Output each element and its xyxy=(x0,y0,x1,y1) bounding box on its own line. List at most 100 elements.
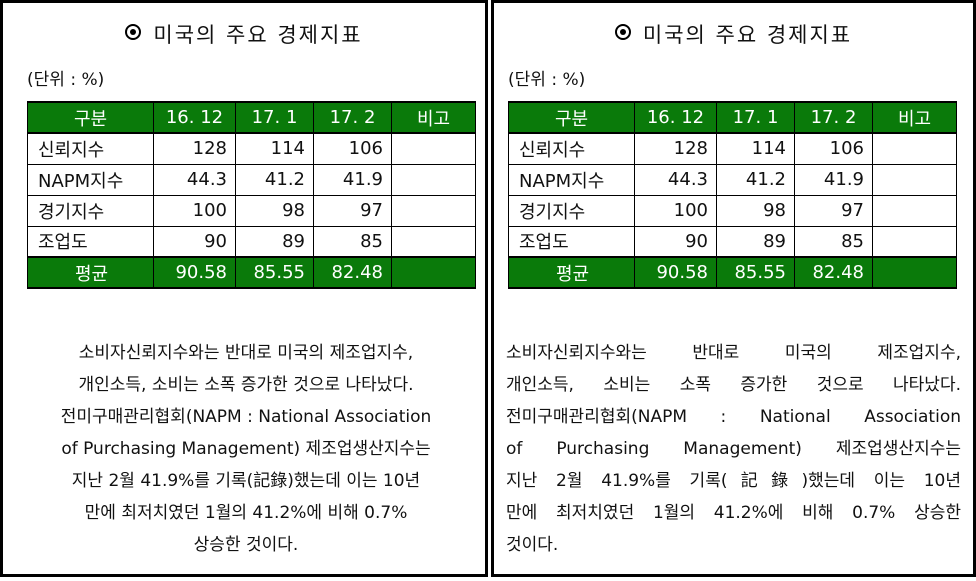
paragraph-line: 전미구매관리협회(NAPM : National Association xyxy=(506,407,961,427)
table-row: 신뢰지수 128 114 106 xyxy=(508,133,957,165)
table-cell: 89 xyxy=(716,226,795,258)
header-cell: 16. 12 xyxy=(153,101,236,134)
paragraph-line: 개인소득, 소비는 소폭 증가한 것으로 나타났다. xyxy=(78,375,414,395)
panel-title: 미국의 주요 경제지표 xyxy=(3,19,485,49)
table-cell: 41.9 xyxy=(313,164,392,196)
table-row: 조업도 90 89 85 xyxy=(508,226,957,258)
remark-cell xyxy=(391,195,476,227)
header-cell: 비고 xyxy=(391,101,476,134)
remark-cell xyxy=(872,195,957,227)
header-cell: 비고 xyxy=(872,101,957,134)
table-cell: 98 xyxy=(235,195,314,227)
average-label: 평균 xyxy=(508,256,635,289)
row-label: NAPM지수 xyxy=(508,164,635,196)
paragraph-line: 소비자신뢰지수와는 반대로 미국의 제조업지수, xyxy=(78,343,414,363)
table-row: 신뢰지수 128 114 106 xyxy=(27,133,476,165)
table-row: 경기지수 100 98 97 xyxy=(508,195,957,227)
table-cell: 97 xyxy=(313,195,392,227)
paragraph-line: 만에 최저치였던 1월의 41.2%에 비해 0.7% xyxy=(84,503,408,523)
paragraph-line: 상승한 것이다. xyxy=(193,535,299,555)
row-label: 조업도 xyxy=(508,226,635,258)
paragraph-line: 전미구매관리협회(NAPM : National Association xyxy=(60,407,432,427)
unit-label: (단위 : %) xyxy=(27,70,105,90)
header-cell: 17. 1 xyxy=(716,101,795,134)
header-cell: 17. 2 xyxy=(794,101,873,134)
average-remark-cell xyxy=(872,256,957,289)
paragraph-line: 지난 2월 41.9%를 기록(記錄)했는데 이는 10년 xyxy=(506,471,961,491)
circle-dot-icon xyxy=(125,24,142,40)
average-cell: 90.58 xyxy=(153,256,236,289)
left-panel: 미국의 주요 경제지표 (단위 : %) 구분 16. 12 17. 1 17.… xyxy=(0,0,488,577)
panel-title: 미국의 주요 경제지표 xyxy=(494,19,973,49)
table-cell: 44.3 xyxy=(634,164,717,196)
table-header-row: 구분 16. 12 17. 1 17. 2 비고 xyxy=(27,101,476,134)
remark-cell xyxy=(391,226,476,258)
table-cell: 41.2 xyxy=(235,164,314,196)
title-text: 미국의 주요 경제지표 xyxy=(153,23,363,47)
table-cell: 90 xyxy=(634,226,717,258)
description-paragraph: 소비자신뢰지수와는 반대로 미국의 제조업지수, 개인소득, 소비는 소폭 증가… xyxy=(17,337,475,561)
average-cell: 82.48 xyxy=(313,256,392,289)
table-cell: 85 xyxy=(794,226,873,258)
title-text: 미국의 주요 경제지표 xyxy=(642,23,853,47)
header-cell: 17. 2 xyxy=(313,101,392,134)
unit-label: (단위 : %) xyxy=(508,70,586,90)
circle-dot-icon xyxy=(614,24,631,40)
table-row: NAPM지수 44.3 41.2 41.9 xyxy=(27,164,476,196)
remark-cell xyxy=(872,133,957,165)
paragraph-line: 소비자신뢰지수와는 반대로 미국의 제조업지수, xyxy=(506,343,961,363)
average-cell: 82.48 xyxy=(794,256,873,289)
indicator-table: 구분 16. 12 17. 1 17. 2 비고 신뢰지수 128 114 10… xyxy=(27,101,476,289)
remark-cell xyxy=(872,164,957,196)
table-header-row: 구분 16. 12 17. 1 17. 2 비고 xyxy=(508,101,957,134)
header-cell: 구분 xyxy=(508,101,635,134)
table-cell: 128 xyxy=(634,133,717,165)
remark-cell xyxy=(391,164,476,196)
row-label: 조업도 xyxy=(27,226,154,258)
paragraph-line: 개인소득, 소비는 소폭 증가한 것으로 나타났다. xyxy=(506,375,961,395)
paragraph-line: 만에 최저치였던 1월의 41.2%에 비해 0.7% 상승한 xyxy=(506,503,961,523)
table-cell: 100 xyxy=(153,195,236,227)
table-cell: 85 xyxy=(313,226,392,258)
row-label: 신뢰지수 xyxy=(508,133,635,165)
remark-cell xyxy=(391,133,476,165)
paragraph-line: 것이다. xyxy=(506,535,559,555)
remark-cell xyxy=(872,226,957,258)
average-cell: 85.55 xyxy=(716,256,795,289)
header-cell: 16. 12 xyxy=(634,101,717,134)
table-cell: 97 xyxy=(794,195,873,227)
description-paragraph: 소비자신뢰지수와는 반대로 미국의 제조업지수, 개인소득, 소비는 소폭 증가… xyxy=(506,337,961,561)
table-row: 경기지수 100 98 97 xyxy=(27,195,476,227)
paragraph-line: 지난 2월 41.9%를 기록(記錄)했는데 이는 10년 xyxy=(71,471,421,491)
table-cell: 106 xyxy=(313,133,392,165)
table-row: 조업도 90 89 85 xyxy=(27,226,476,258)
table-cell: 41.2 xyxy=(716,164,795,196)
average-cell: 85.55 xyxy=(235,256,314,289)
table-cell: 89 xyxy=(235,226,314,258)
average-row: 평균 90.58 85.55 82.48 xyxy=(508,256,957,289)
table-cell: 98 xyxy=(716,195,795,227)
table-cell: 100 xyxy=(634,195,717,227)
table-cell: 106 xyxy=(794,133,873,165)
row-label: 경기지수 xyxy=(27,195,154,227)
average-label: 평균 xyxy=(27,256,154,289)
table-cell: 128 xyxy=(153,133,236,165)
table-row: NAPM지수 44.3 41.2 41.9 xyxy=(508,164,957,196)
table-cell: 41.9 xyxy=(794,164,873,196)
table-cell: 44.3 xyxy=(153,164,236,196)
table-cell: 114 xyxy=(235,133,314,165)
table-cell: 114 xyxy=(716,133,795,165)
header-cell: 구분 xyxy=(27,101,154,134)
row-label: NAPM지수 xyxy=(27,164,154,196)
right-panel: 미국의 주요 경제지표 (단위 : %) 구분 16. 12 17. 1 17.… xyxy=(491,0,976,577)
average-cell: 90.58 xyxy=(634,256,717,289)
row-label: 경기지수 xyxy=(508,195,635,227)
paragraph-line: of Purchasing Management) 제조업생산지수는 xyxy=(61,439,431,459)
indicator-table: 구분 16. 12 17. 1 17. 2 비고 신뢰지수 128 114 10… xyxy=(508,101,957,289)
table-cell: 90 xyxy=(153,226,236,258)
average-remark-cell xyxy=(391,256,476,289)
paragraph-line: of Purchasing Management) 제조업생산지수는 xyxy=(506,439,961,459)
header-cell: 17. 1 xyxy=(235,101,314,134)
row-label: 신뢰지수 xyxy=(27,133,154,165)
average-row: 평균 90.58 85.55 82.48 xyxy=(27,256,476,289)
